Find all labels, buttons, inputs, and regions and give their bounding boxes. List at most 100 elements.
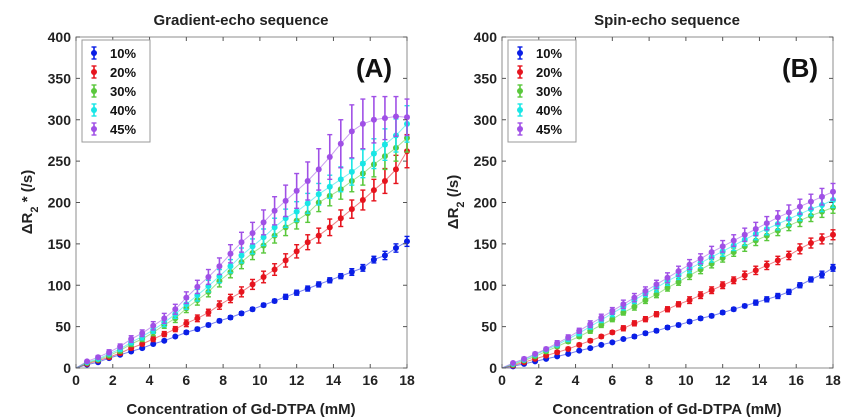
data-point-10pct-b <box>796 282 803 289</box>
data-point-10pct-a <box>249 306 256 313</box>
data-point-20pct-a <box>337 215 344 222</box>
data-point-45pct-a <box>271 207 278 214</box>
data-point-20pct-a <box>260 273 267 280</box>
panel-label-b: (B) <box>782 53 818 83</box>
data-point-20pct-b <box>730 277 737 284</box>
data-point-45pct-a <box>161 315 168 322</box>
x-tick-label-b: 4 <box>572 372 580 388</box>
x-tick-label-a: 6 <box>182 372 190 388</box>
chart-title-b: Spin-echo sequence <box>594 12 740 29</box>
y-tick-label-a: 100 <box>48 277 72 293</box>
data-point-45pct-a <box>282 197 289 204</box>
data-point-45pct-b <box>576 327 583 334</box>
y-axis-label-a: ΔR2 * (/s) <box>19 170 41 234</box>
data-point-20pct-a <box>271 266 278 273</box>
legend-label-20pct-a: 20% <box>110 65 136 80</box>
data-point-10pct-b <box>708 312 715 319</box>
data-point-20pct-a <box>381 177 388 184</box>
data-point-20pct-a <box>304 239 311 246</box>
legend-label-30pct-b: 30% <box>536 84 562 99</box>
y-tick-label-a: 50 <box>55 319 71 335</box>
data-point-20pct-b <box>609 329 616 336</box>
data-point-30pct-b <box>653 291 660 298</box>
x-tick-label-a: 8 <box>219 372 227 388</box>
data-point-10pct-a <box>216 317 223 324</box>
data-point-20pct-a <box>392 166 399 173</box>
data-point-45pct-b <box>830 188 836 195</box>
data-point-30pct-b <box>620 309 627 316</box>
legend-a: 10% 20% 30% 40% 45% <box>81 39 151 143</box>
data-point-45pct-b <box>543 345 550 352</box>
data-point-10pct-a <box>205 321 212 328</box>
data-point-45pct-a <box>172 306 179 313</box>
x-tick-label-b: 8 <box>645 372 653 388</box>
data-point-10pct-a <box>359 264 366 271</box>
y-axis-label-b: ΔR2 (/s) <box>445 175 467 229</box>
data-point-10pct-a <box>315 281 322 288</box>
data-point-45pct-b <box>719 243 726 250</box>
data-point-45pct-a <box>227 250 234 257</box>
data-point-45pct-b <box>620 301 627 308</box>
y-tick-label-b: 50 <box>481 319 497 335</box>
data-point-20pct-b <box>752 267 759 274</box>
data-point-45pct-b <box>818 193 825 200</box>
data-point-10pct-b <box>807 276 814 283</box>
y-tick-label-b: 350 <box>474 70 498 86</box>
data-point-20pct-b <box>587 337 594 344</box>
data-point-45pct-a <box>238 239 245 246</box>
data-point-40pct-a <box>315 191 322 198</box>
data-point-45pct-a <box>216 263 223 270</box>
data-point-10pct-a <box>172 333 179 340</box>
legend-marker-45pct-b <box>517 126 523 132</box>
data-point-40pct-a <box>293 208 300 215</box>
x-tick-label-a: 16 <box>362 372 378 388</box>
data-point-20pct-b <box>642 316 649 323</box>
fit-line-20pct-b <box>501 234 834 369</box>
data-point-40pct-a <box>337 176 344 183</box>
data-point-20pct-b <box>719 282 726 289</box>
data-point-20pct-a <box>161 331 168 338</box>
x-tick-label-a: 10 <box>252 372 268 388</box>
data-point-45pct-a <box>348 128 355 135</box>
y-tick-label-b: 100 <box>474 277 498 293</box>
y-label-main-a: ΔR <box>19 212 36 234</box>
legend-label-30pct-a: 30% <box>110 84 136 99</box>
y-label-unit-b: (/s) <box>445 175 462 202</box>
data-point-45pct-a <box>139 330 146 337</box>
legend-label-20pct-b: 20% <box>536 65 562 80</box>
data-point-10pct-b <box>609 339 616 346</box>
data-point-20pct-b <box>554 349 561 356</box>
data-point-20pct-a <box>370 187 377 194</box>
data-point-10pct-a <box>404 238 410 245</box>
data-point-45pct-b <box>510 360 517 367</box>
data-point-20pct-b <box>653 311 660 318</box>
data-point-10pct-b <box>565 350 572 357</box>
data-point-10pct-a <box>326 277 333 284</box>
y-label-main-b: ΔR <box>445 207 462 229</box>
x-tick-label-a: 0 <box>72 372 80 388</box>
data-point-20pct-a <box>227 295 234 302</box>
data-point-45pct-a <box>404 114 410 121</box>
data-point-45pct-a <box>117 343 124 350</box>
data-point-45pct-a <box>359 120 366 127</box>
data-point-10pct-b <box>620 336 627 343</box>
y-tick-label-a: 300 <box>48 112 72 128</box>
legend-marker-10pct-a <box>91 50 97 56</box>
legend-label-10pct-b: 10% <box>536 46 562 61</box>
data-point-20pct-b <box>686 297 693 304</box>
data-point-20pct-a <box>359 197 366 204</box>
y-label-sub-b: 2 <box>455 201 467 207</box>
data-point-20pct-b <box>785 252 792 259</box>
legend-marker-30pct-b <box>517 88 523 94</box>
data-point-10pct-a <box>381 252 388 259</box>
data-point-30pct-b <box>609 316 616 323</box>
data-point-10pct-a <box>304 285 311 292</box>
data-point-10pct-b <box>642 330 649 337</box>
data-point-20pct-b <box>598 333 605 340</box>
data-point-45pct-b <box>752 225 759 232</box>
data-point-45pct-a <box>370 116 377 123</box>
data-point-10pct-b <box>576 347 583 354</box>
data-point-20pct-a <box>205 309 212 316</box>
y-tick-label-a: 0 <box>63 360 71 376</box>
